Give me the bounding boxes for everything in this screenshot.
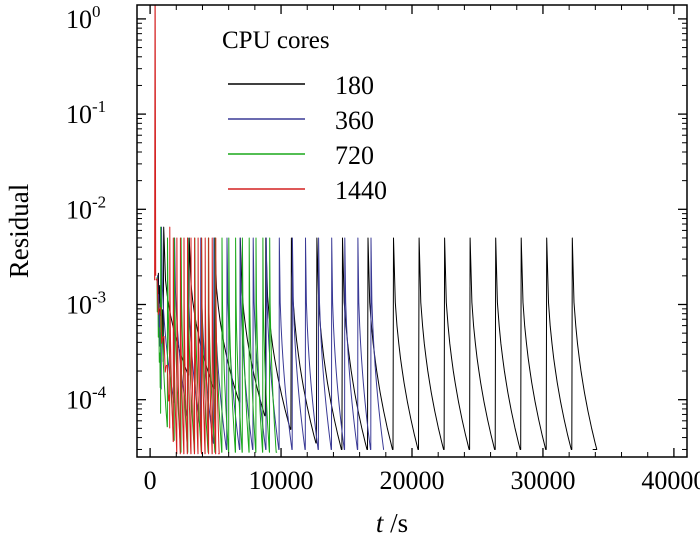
x-tick-label: 40000 <box>641 466 700 495</box>
legend-label-720: 720 <box>335 141 374 170</box>
series-layer <box>154 4 598 455</box>
legend-label-360: 360 <box>335 106 374 135</box>
y-tick-label: 100 <box>66 2 101 34</box>
legend: CPU cores 180 360 720 1440 <box>222 27 387 205</box>
ticks-layer: 0 10000 20000 30000 40000 100 10-1 10-2 10-3 10-4 <box>66 2 700 495</box>
series-line-1440 <box>155 226 220 455</box>
series-initial-spike <box>154 4 157 281</box>
legend-label-1440: 1440 <box>335 176 387 205</box>
y-tick-label: 10-4 <box>66 383 107 415</box>
x-axis-variable: t <box>376 508 385 538</box>
x-tick-label: 10000 <box>249 466 314 495</box>
legend-title: CPU cores <box>222 27 330 54</box>
x-axis-title: t /s <box>376 508 408 538</box>
y-axis-title: Residual <box>4 184 34 279</box>
y-tick-label: 10-2 <box>66 192 106 224</box>
y-tick-label: 10-1 <box>66 97 106 129</box>
series-line-180 <box>157 226 598 450</box>
series-line-360 <box>156 226 385 450</box>
x-tick-label: 30000 <box>510 466 575 495</box>
x-tick-label: 20000 <box>380 466 445 495</box>
x-tick-label: 0 <box>144 466 157 495</box>
y-tick-label: 10-3 <box>66 287 106 319</box>
legend-label-180: 180 <box>335 71 374 100</box>
x-axis-unit: /s <box>383 508 408 538</box>
